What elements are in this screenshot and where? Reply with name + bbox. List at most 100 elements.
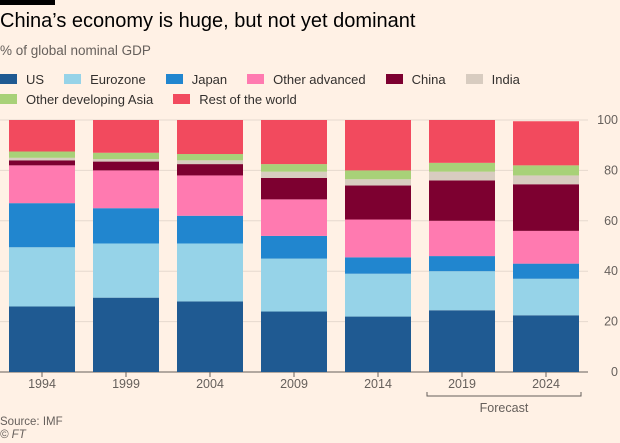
legend-label: Rest of the world	[199, 91, 297, 107]
legend-item-india: India	[465, 71, 520, 87]
legend-item-rest-of-world: Rest of the world	[173, 92, 297, 107]
chart-title: China’s economy is huge, but not yet dom…	[0, 10, 416, 32]
y-tick-label: 60	[604, 214, 618, 228]
x-tick-label: 1994	[28, 377, 56, 391]
bar-segment	[261, 199, 327, 236]
bar-segment	[177, 301, 243, 372]
bar-segment	[261, 235, 327, 259]
bar-segment	[93, 208, 159, 244]
bar-segment	[177, 154, 243, 161]
bar-segment	[345, 120, 411, 171]
bar-segment	[513, 315, 579, 372]
bar-segment	[9, 120, 75, 152]
bar-segment	[93, 170, 159, 209]
bar-segment	[9, 203, 75, 248]
bar-segment	[429, 171, 495, 181]
bar-segment	[513, 263, 579, 279]
bar-segment	[345, 257, 411, 274]
bar-segment	[345, 316, 411, 372]
x-tick-label: 1999	[112, 377, 140, 391]
brand-bar	[0, 0, 55, 5]
bar-segment	[261, 164, 327, 172]
bar-segment	[429, 180, 495, 221]
y-tick-label: 40	[604, 264, 618, 278]
bar-segment	[261, 171, 327, 178]
bar-segment	[429, 220, 495, 257]
legend-item-other-advanced: Other advanced	[247, 72, 366, 87]
bar-segment	[9, 247, 75, 307]
bar-segment	[177, 175, 243, 216]
x-tick-label: 2004	[196, 377, 224, 391]
legend-row: Other developing Asia Rest of the world	[0, 89, 600, 109]
bar-segment	[9, 160, 75, 166]
x-tick-label: 2024	[532, 377, 560, 391]
bar-segment	[429, 310, 495, 372]
source-note: Source: IMF	[0, 416, 63, 428]
bar-segment	[429, 162, 495, 172]
legend-swatch	[64, 74, 82, 84]
bar-segment	[9, 157, 75, 161]
bar-segment	[9, 165, 75, 204]
y-tick-label: 100	[597, 113, 618, 127]
bar-segment	[93, 159, 159, 162]
legend-label: US	[26, 71, 45, 87]
y-tick-label: 0	[611, 365, 618, 379]
legend-item-other-developing-asia: Other developing Asia	[0, 92, 153, 107]
bar-segment	[177, 120, 243, 155]
forecast-label: Forecast	[480, 401, 529, 415]
legend-label: Japan	[191, 71, 228, 87]
bar-segment	[93, 161, 159, 171]
bar-segment	[345, 185, 411, 220]
bar-segment	[345, 273, 411, 317]
legend-item-china: China	[385, 71, 446, 87]
chart-legend: US Eurozone Japan Other advanced China I…	[0, 69, 600, 109]
legend-swatch	[247, 74, 265, 84]
legend-label: Other advanced	[273, 71, 366, 87]
legend-label: China	[411, 71, 446, 87]
legend-swatch	[0, 94, 17, 104]
bar-segment	[177, 164, 243, 176]
bar-segment	[9, 151, 75, 158]
y-tick-label: 20	[604, 315, 618, 329]
bar-segment	[513, 184, 579, 231]
bar-segment	[345, 179, 411, 186]
stacked-bar-chart: 0 20 40 60 80 100 1994 1999 2004 2009 2014 2019 2024…	[0, 113, 618, 415]
legend-label: Eurozone	[90, 71, 146, 87]
bar-segment	[177, 160, 243, 165]
bar-segment	[429, 256, 495, 272]
legend-label: Other developing Asia	[26, 91, 154, 107]
x-tick-label: 2014	[364, 377, 392, 391]
bar-segment	[261, 177, 327, 200]
credit-note: © FT	[0, 429, 26, 441]
bar-segment	[93, 243, 159, 298]
bar-segment	[513, 230, 579, 264]
bar-segment	[429, 120, 495, 163]
legend-item-us: US	[0, 72, 44, 87]
legend-item-japan: Japan	[165, 71, 228, 87]
forecast-bracket	[426, 392, 582, 397]
bar-segment	[345, 219, 411, 258]
x-tick-label: 2019	[448, 377, 476, 391]
legend-item-eurozone: Eurozone	[64, 72, 146, 87]
bar-segment	[513, 175, 579, 185]
bar-segment	[345, 170, 411, 180]
bar-segment	[261, 120, 327, 165]
legend-swatch	[465, 74, 483, 84]
bar-segment	[177, 215, 243, 244]
bar-segment	[93, 152, 159, 160]
legend-row: US Eurozone Japan Other advanced China I…	[0, 69, 600, 89]
bar-segment	[9, 306, 75, 372]
legend-swatch	[165, 74, 183, 84]
bar-segment	[261, 311, 327, 372]
y-tick-label: 80	[604, 163, 618, 177]
bar-segment	[513, 121, 579, 166]
bar-segment	[177, 243, 243, 302]
bar-segment	[429, 271, 495, 311]
bar-segment	[93, 120, 159, 153]
bar-segment	[261, 258, 327, 312]
legend-label: India	[491, 71, 520, 87]
legend-swatch	[0, 74, 17, 84]
x-tick-label: 2009	[280, 377, 308, 391]
legend-swatch	[173, 94, 191, 104]
chart-subtitle: % of global nominal GDP	[0, 43, 151, 58]
